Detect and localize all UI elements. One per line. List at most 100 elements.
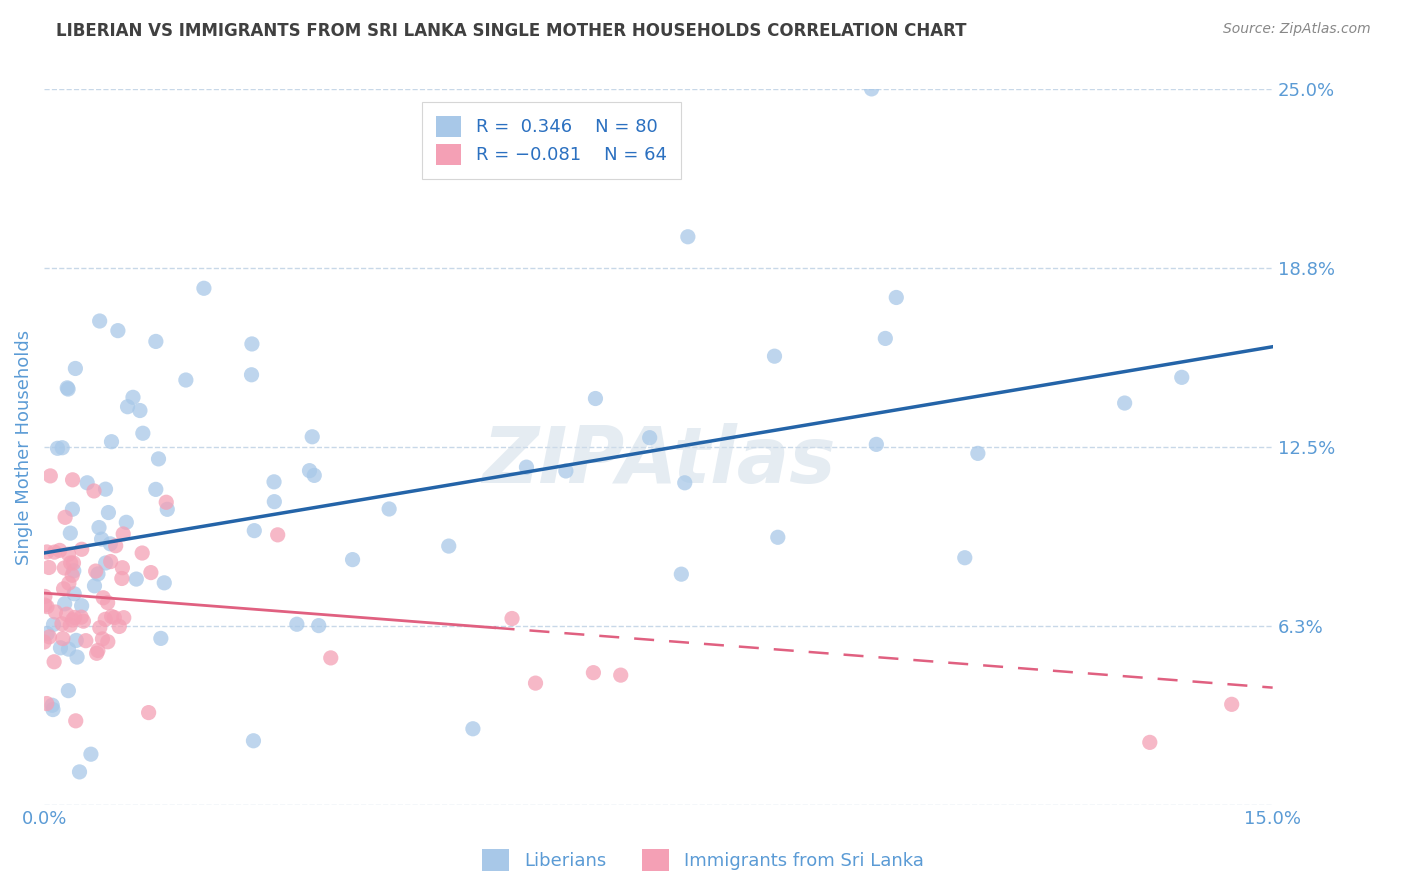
Point	[148, 451, 170, 466]
Point	[155, 495, 177, 509]
Point	[129, 403, 152, 417]
Point	[34, 598, 56, 612]
Point	[42, 617, 65, 632]
Point	[58, 576, 80, 591]
Point	[94, 482, 117, 496]
Point	[65, 633, 87, 648]
Point	[153, 575, 176, 590]
Point	[673, 475, 696, 490]
Point	[139, 566, 162, 580]
Point	[53, 597, 76, 611]
Point	[32, 635, 55, 649]
Point	[131, 546, 153, 560]
Point	[87, 520, 110, 534]
Point	[42, 702, 65, 716]
Point	[111, 572, 134, 586]
Point	[83, 579, 105, 593]
Point	[87, 566, 110, 581]
Point	[240, 368, 263, 382]
Y-axis label: Single Mother Households: Single Mother Households	[15, 329, 32, 565]
Point	[39, 469, 62, 483]
Point	[91, 591, 114, 605]
Point	[301, 430, 323, 444]
Point	[69, 764, 91, 779]
Point	[44, 545, 66, 559]
Point	[966, 446, 988, 460]
Point	[56, 382, 79, 396]
Point	[1114, 396, 1136, 410]
Point	[107, 324, 129, 338]
Point	[100, 555, 122, 569]
Point	[860, 82, 883, 96]
Point	[62, 473, 84, 487]
Point	[308, 618, 330, 632]
Point	[117, 400, 139, 414]
Point	[524, 676, 547, 690]
Point	[60, 502, 83, 516]
Point	[70, 610, 93, 624]
Point	[65, 714, 87, 728]
Point	[63, 610, 86, 624]
Point	[58, 642, 80, 657]
Point	[582, 665, 605, 680]
Point	[100, 609, 122, 624]
Point	[766, 530, 789, 544]
Point	[875, 331, 897, 345]
Point	[38, 560, 60, 574]
Point	[240, 337, 263, 351]
Point	[46, 442, 69, 456]
Point	[554, 464, 576, 478]
Point	[342, 552, 364, 566]
Point	[437, 539, 460, 553]
Point	[763, 349, 786, 363]
Point	[70, 599, 93, 613]
Point	[378, 502, 401, 516]
Point	[72, 614, 94, 628]
Point	[60, 568, 83, 582]
Point	[304, 468, 326, 483]
Point	[34, 590, 56, 604]
Point	[1220, 698, 1243, 712]
Text: LIBERIAN VS IMMIGRANTS FROM SRI LANKA SINGLE MOTHER HOUSEHOLDS CORRELATION CHART: LIBERIAN VS IMMIGRANTS FROM SRI LANKA SI…	[56, 22, 967, 40]
Point	[62, 556, 84, 570]
Point	[53, 510, 76, 524]
Point	[145, 483, 167, 497]
Point	[58, 683, 80, 698]
Point	[97, 634, 120, 648]
Point	[132, 426, 155, 441]
Point	[122, 390, 145, 404]
Point	[66, 650, 89, 665]
Point	[38, 630, 60, 644]
Point	[59, 526, 82, 541]
Point	[94, 556, 117, 570]
Point	[51, 441, 73, 455]
Point	[59, 556, 82, 570]
Point	[35, 545, 58, 559]
Point	[243, 524, 266, 538]
Point	[263, 494, 285, 508]
Point	[44, 605, 66, 619]
Point	[91, 632, 114, 646]
Point	[149, 632, 172, 646]
Text: ZIPAtlas: ZIPAtlas	[482, 424, 835, 500]
Point	[58, 547, 80, 561]
Point	[298, 464, 321, 478]
Point	[111, 560, 134, 574]
Point	[156, 502, 179, 516]
Point	[97, 506, 120, 520]
Point	[59, 618, 82, 632]
Point	[263, 475, 285, 489]
Point	[52, 632, 75, 646]
Point	[35, 697, 58, 711]
Point	[42, 655, 65, 669]
Point	[112, 610, 135, 624]
Point	[585, 392, 607, 406]
Point	[98, 537, 121, 551]
Point	[501, 611, 523, 625]
Point	[1139, 735, 1161, 749]
Text: Source: ZipAtlas.com: Source: ZipAtlas.com	[1223, 22, 1371, 37]
Point	[53, 561, 76, 575]
Point	[83, 483, 105, 498]
Point	[89, 314, 111, 328]
Point	[76, 475, 98, 490]
